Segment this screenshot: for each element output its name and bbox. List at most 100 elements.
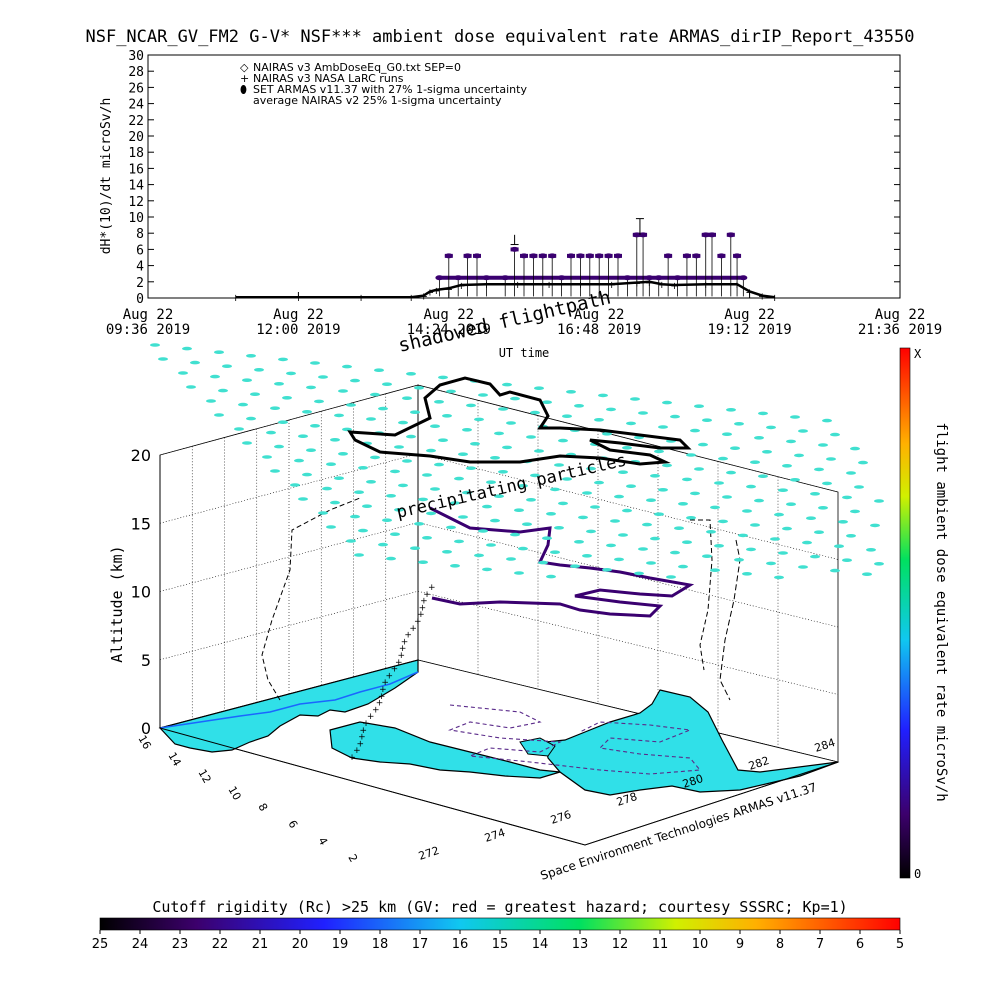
climb-point: + [414, 617, 422, 627]
colorbar-tick-label: 22 [212, 937, 229, 952]
particle-marker [514, 508, 524, 512]
particle-marker [658, 425, 668, 429]
colorbar-bottom-label: Cutoff rigidity (Rc) >25 km (GV: red = g… [152, 898, 847, 916]
particle-marker [574, 540, 584, 544]
particle-marker [790, 478, 800, 482]
particle-marker [234, 427, 244, 431]
climb-point: + [353, 746, 361, 756]
particle-marker [714, 481, 724, 485]
particle-marker [518, 484, 528, 488]
particle-marker [538, 560, 548, 565]
particle-marker [290, 483, 300, 487]
particle-marker [614, 494, 624, 499]
x-tick-label: 09:36 2019 [106, 322, 190, 338]
particle-marker [782, 464, 792, 468]
particle-marker [434, 462, 444, 467]
particle-marker [558, 438, 568, 443]
floor-map [158, 659, 840, 846]
particle-marker [522, 522, 532, 526]
particle-marker [362, 504, 372, 509]
particle-marker [418, 560, 428, 564]
particle-marker [310, 424, 320, 428]
particle-marker [650, 474, 660, 478]
chart-title: NSF_NCAR_GV_FM2 G-V* NSF*** ambient dose… [85, 27, 914, 47]
particle-marker [726, 470, 736, 475]
nairas-point: + [420, 292, 428, 303]
particle-marker [534, 386, 544, 391]
climb-point: + [386, 671, 394, 681]
particle-marker [310, 361, 320, 365]
climb-point: + [409, 624, 417, 634]
nairas-point: + [294, 293, 302, 304]
top-plot-frame [147, 54, 901, 299]
particle-marker [814, 530, 824, 534]
particle-marker [450, 564, 460, 568]
particle-marker [870, 523, 880, 528]
particle-marker [862, 572, 872, 576]
colorbar-tick-label: 6 [856, 937, 864, 952]
particle-marker [574, 404, 584, 408]
colorbar-tick-label: 25 [92, 937, 109, 952]
particle-marker [702, 418, 712, 423]
particle-marker [262, 455, 272, 459]
particle-marker [478, 393, 488, 397]
particle-marker [694, 404, 704, 409]
floor-x-tick-label: 284 [813, 736, 837, 755]
particle-marker [474, 553, 484, 558]
x-tick-label: 21:36 2019 [858, 322, 942, 338]
particle-marker [294, 458, 304, 463]
flightpath-upper [429, 506, 695, 618]
y-tick-label: 26 [128, 81, 144, 96]
particle-marker [466, 466, 476, 471]
particle-marker [498, 407, 508, 411]
x-tick-label: Aug 22 [875, 307, 926, 323]
particle-marker [662, 400, 672, 405]
particle-marker [774, 575, 784, 580]
particle-marker [322, 486, 332, 491]
particle-marker [874, 499, 884, 503]
particle-marker [694, 467, 704, 471]
particle-marker [190, 360, 200, 365]
y-tick-label: 24 [128, 98, 144, 113]
particle-marker [806, 516, 816, 520]
particle-marker [674, 526, 684, 530]
particle-marker [402, 459, 412, 463]
particle-marker [526, 498, 536, 502]
particle-marker [634, 571, 644, 576]
particle-marker [534, 449, 544, 453]
particle-marker [606, 407, 616, 412]
particle-marker [618, 470, 628, 475]
colorbar-tick-label: 19 [332, 937, 349, 952]
particle-marker [562, 414, 572, 419]
x-tick-label: 14:24 2019 [407, 322, 491, 338]
particle-marker [458, 452, 468, 457]
nairas-point: + [545, 280, 553, 291]
climb-point: + [401, 637, 409, 647]
particle-marker [350, 378, 360, 383]
particle-marker [354, 490, 364, 495]
nairas-point: + [670, 281, 678, 292]
altitude-grid-line [159, 384, 839, 493]
floor-y-tick-label: 10 [225, 784, 243, 803]
colorbar-tick-label: 10 [692, 937, 709, 952]
particle-marker [182, 346, 192, 351]
particle-marker [426, 511, 436, 516]
particle-marker [702, 554, 712, 558]
armas-point [482, 275, 491, 281]
colorbar-right-bottom: 0 [914, 867, 921, 881]
particle-marker [786, 502, 796, 507]
colorbar-bottom-ticks: 25 24 23 22 21 20 19 18 17 16 15 14 13 12 11 10 9 8 7 6 5 [92, 930, 904, 952]
particle-marker [438, 438, 448, 443]
nairas-point: + [432, 286, 440, 297]
particle-marker [502, 382, 512, 387]
particle-marker [586, 529, 596, 534]
particle-marker [386, 494, 396, 498]
shadowed-flightpath-top [347, 376, 692, 466]
colorbar-tick-label: 18 [372, 937, 389, 952]
particle-marker [710, 505, 720, 510]
particle-marker [242, 441, 252, 445]
particle-marker [566, 390, 576, 394]
altitude-tick-label: 20 [131, 446, 151, 465]
particle-marker [326, 525, 336, 529]
nairas-point: + [758, 292, 766, 303]
